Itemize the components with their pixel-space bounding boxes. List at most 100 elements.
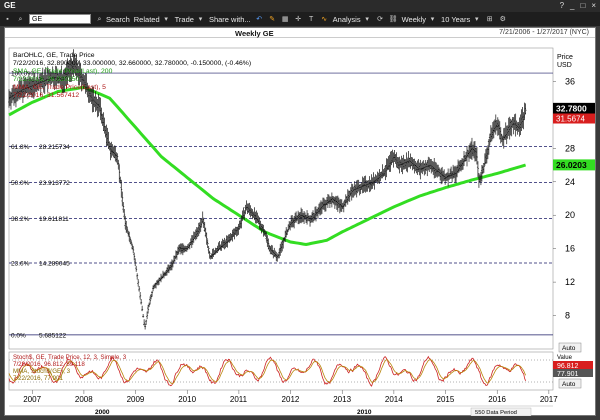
auto-scale-button[interactable] (558, 342, 582, 353)
year-tick-label: 2012 (282, 395, 300, 404)
undo-icon[interactable]: ↶ (256, 15, 263, 23)
stoch-legend-2: 7/22/2016, 96.812, 89.118 (13, 361, 85, 368)
price-tick-label: 36 (565, 76, 575, 86)
search-icon: ⌕ (97, 15, 102, 23)
stoch-tag-1 (553, 361, 593, 369)
data-period-label: 550 Data Period (475, 410, 517, 416)
period-select[interactable]: Weekly ▾ (402, 15, 437, 24)
year-tick-label: 2016 (488, 395, 506, 404)
range-select[interactable]: 10 Years ▾ (441, 15, 481, 24)
analysis-icon: ∿ (321, 15, 328, 23)
year-tick-label: 2010 (178, 395, 196, 404)
price-chart[interactable]: 100.0% 61.8% 28.215734 50.0% 23.913772 38.2% 1… (5, 38, 595, 416)
legend-line-2: 7/22/2016, 32.890000, 33.000000, 32.6600… (13, 60, 251, 67)
fib-level-pct: 23.6% (11, 260, 30, 267)
minimize-icon[interactable]: _ (570, 1, 575, 10)
stoch-line (8, 355, 526, 387)
x-axis: 2007 2008 2009 2010 2011 2012 2013 2014 2015 2016… (23, 390, 558, 404)
pin-icon[interactable]: ▪ (6, 15, 9, 23)
toolbar: ▪ ⌕ ⌕Search Related▾ Trade▾ Share with..… (0, 12, 600, 26)
stoch-legend-4: 7/22/2016, 77.901 (13, 375, 63, 382)
sma-price-value: 26.0203 (556, 160, 587, 170)
window-titlebar: GE ? _ □ × (0, 0, 600, 12)
legend-line-6: 7/22/2016, 31.567412 (13, 92, 79, 99)
price-axis-unit: USD (557, 62, 572, 69)
auto-scale-label: Auto (562, 345, 576, 352)
chart-header: Weekly GE 7/21/2006 - 1/27/2017 (NYC) (5, 28, 595, 38)
chevron-down-icon: ▾ (474, 15, 479, 23)
chevron-down-icon: ▾ (164, 15, 168, 23)
help-icon[interactable]: ? (559, 1, 565, 10)
fib-level-value: 14.289045 (39, 260, 70, 267)
share-menu[interactable]: Share with... (208, 14, 251, 24)
crosshair-icon[interactable]: ✛ (295, 15, 302, 23)
search-button[interactable]: ⌕ Search (95, 15, 130, 24)
mma-price-value: 31.5674 (556, 115, 585, 124)
mma-price-tag (553, 113, 595, 124)
price-tick-label: 24 (565, 177, 575, 187)
fib-level-value: 19.611811 (39, 216, 69, 223)
trade-menu[interactable]: Trade ▾ (175, 15, 205, 24)
layout-icon[interactable]: ▦ (281, 15, 289, 23)
stoch-mma-line (8, 359, 526, 385)
price-tags: 32.7800 31.5674 26.0203 (553, 102, 595, 171)
legend: BarOHLC, GE, Trade Price 7/22/2016, 32.8… (13, 52, 251, 99)
related-menu[interactable]: Related ▾ (134, 15, 171, 24)
year-tick-label: 2015 (437, 395, 455, 404)
maximize-icon[interactable]: □ (580, 1, 586, 10)
year-tick-label: 2014 (385, 395, 403, 404)
chart-panel: Weekly GE 7/21/2006 - 1/27/2017 (NYC) 10… (4, 27, 596, 416)
fib-level-pct: 38.2% (11, 216, 30, 223)
year-tick-label: 2008 (75, 395, 93, 404)
symbol-search-icon[interactable]: ⌕ (18, 15, 23, 23)
sma-200-line (8, 85, 527, 247)
legend-line-4: 7/22/2016, 26.020350 (13, 76, 79, 83)
stoch-legend-1: Stoch$, GE, Trade Price, 12, 3, Simple, … (13, 354, 127, 361)
fib-level-value: 5.685122 (39, 332, 66, 339)
last-price-value: 32.7800 (556, 103, 587, 113)
close-icon[interactable]: × (591, 1, 596, 10)
year-tick-label: 2017 (540, 395, 558, 404)
stoch-tag-1-value: 96.812 (557, 363, 579, 370)
draw-icon[interactable]: ✎ (269, 15, 276, 23)
fib-level-pct: 61.8% (11, 144, 30, 151)
settings-icon[interactable]: ⚙ (499, 15, 506, 23)
stoch-tag-2-value: 77.901 (557, 371, 579, 378)
data-period-box (470, 407, 532, 416)
decade-label-2000: 2000 (95, 409, 110, 416)
stoch-tag-2 (553, 369, 593, 377)
window-controls: ? _ □ × (560, 1, 596, 10)
chevron-down-icon: ▾ (365, 15, 369, 23)
data-icon[interactable]: ⊞ (486, 15, 493, 23)
price-tick-label: 28 (565, 143, 575, 153)
decade-label-2010: 2010 (357, 409, 372, 416)
fib-level-pct: 100.0% (11, 71, 33, 78)
last-price-tag (553, 102, 595, 114)
sma-price-tag (553, 159, 595, 171)
year-tick-label: 2013 (333, 395, 351, 404)
stoch-value-label: Value (557, 355, 573, 361)
year-tick-label: 2009 (127, 395, 145, 404)
legend-line-5: MMA, GE, Trade Price(Last), 5 (13, 84, 106, 91)
price-tick-label: 8 (565, 311, 570, 321)
link-icon[interactable]: ⛓ (388, 15, 398, 23)
fib-level-value: 28.215734 (39, 144, 70, 151)
year-tick-label: 2007 (23, 395, 41, 404)
year-tick-label: 2011 (230, 395, 248, 404)
chevron-down-icon: ▾ (198, 15, 203, 23)
fib-level-pct: 0.0% (11, 332, 26, 339)
text-tool-icon[interactable]: T (309, 15, 314, 23)
analysis-menu[interactable]: Analysis ▾ (333, 15, 372, 24)
legend-line-1: BarOHLC, GE, Trade Price (13, 52, 95, 59)
fib-level-value: 23.913772 (39, 180, 70, 187)
price-tick-label: 12 (565, 277, 575, 287)
price-tick-label: 20 (565, 210, 575, 220)
window-title: GE (4, 1, 16, 10)
sync-icon[interactable]: ⟳ (377, 15, 384, 23)
chart-title: Weekly GE (235, 29, 274, 38)
stoch-auto-label: Auto (562, 381, 576, 388)
legend-line-3: SMA, GE, Trade Price(Last), 200 (13, 68, 113, 75)
price-axis-title: Price (557, 54, 573, 61)
symbol-input[interactable] (29, 14, 91, 24)
stoch-auto-button[interactable] (558, 378, 582, 389)
